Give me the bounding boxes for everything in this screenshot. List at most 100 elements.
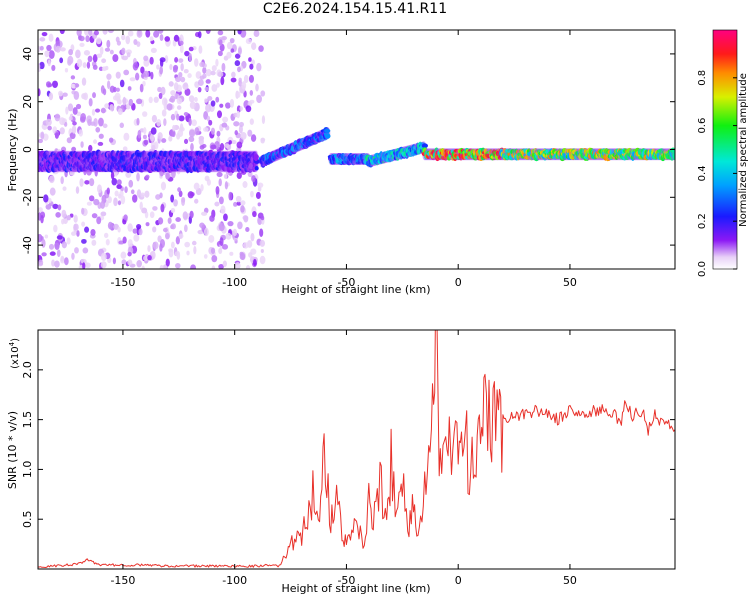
spectrogram-noise-cell bbox=[163, 118, 167, 127]
spectrogram-noise-cell bbox=[123, 69, 130, 76]
spectrogram-noise-cell bbox=[217, 71, 224, 78]
spectrogram-noise-cell bbox=[62, 186, 67, 191]
spectrogram-noise-cell bbox=[210, 247, 216, 254]
spectrogram-noise-cell bbox=[178, 115, 185, 122]
spectrogram-noise-cell bbox=[250, 232, 255, 242]
spectrogram-noise-cell bbox=[253, 259, 257, 266]
spectrogram-noise-cell bbox=[136, 259, 142, 268]
spectrogram-noise-cell bbox=[204, 98, 209, 103]
spectrogram-noise-cell bbox=[86, 61, 91, 69]
spectrogram-noise-cell bbox=[59, 57, 64, 64]
spectrogram-noise-cell bbox=[127, 251, 132, 257]
spectrogram-noise-cell bbox=[76, 58, 83, 68]
spectrogram-noise-cell bbox=[234, 130, 238, 136]
spectrogram-noise-cell bbox=[247, 171, 253, 178]
spectrogram-noise-cell bbox=[70, 83, 76, 89]
spectrogram-noise-cell bbox=[203, 127, 209, 132]
spectrogram-noise-cell bbox=[188, 136, 195, 143]
spectrogram-noise-cell bbox=[165, 172, 170, 180]
spectrogram-noise-cell bbox=[203, 110, 209, 120]
spectrogram-noise-cell bbox=[201, 211, 208, 216]
spectrogram-noise-cell bbox=[242, 215, 249, 221]
spectrogram-noise-cell bbox=[68, 116, 73, 121]
spectrogram-noise-cell bbox=[226, 41, 233, 50]
spectrogram-noise-cell bbox=[133, 234, 140, 242]
spectrogram-noise-cell bbox=[83, 92, 88, 101]
spectrogram-noise-cell bbox=[101, 66, 107, 72]
spectrogram-noise-cell bbox=[164, 36, 171, 42]
spectrogram-band-cell bbox=[324, 128, 331, 133]
spectrogram-noise-cell bbox=[188, 53, 193, 62]
spectrogram-noise-cell bbox=[59, 30, 65, 35]
spectrogram-band-cell bbox=[253, 154, 259, 162]
spectrogram-noise-cell bbox=[132, 228, 138, 234]
spectrogram-noise-cell bbox=[176, 105, 182, 110]
spectrogram-noise-cell bbox=[245, 227, 250, 232]
spectrogram-noise-cell bbox=[61, 209, 67, 219]
spectrogram-noise-cell bbox=[159, 243, 163, 252]
spectrogram-noise-cell bbox=[98, 117, 104, 127]
spectrogram-noise-cell bbox=[152, 206, 158, 211]
spectrogram-noise-cell bbox=[186, 250, 190, 256]
spectrogram-noise-cell bbox=[191, 240, 197, 246]
spectrogram-noise-cell bbox=[248, 74, 254, 83]
spectrogram-noise-cell bbox=[159, 192, 163, 199]
spectrogram-noise-cell bbox=[211, 265, 216, 269]
spectrogram-noise-cell bbox=[129, 77, 136, 82]
spectrogram-y-tick-label: 20 bbox=[21, 95, 34, 109]
spectrogram-noise-cell bbox=[217, 50, 223, 57]
spectrogram-noise-cell bbox=[88, 195, 95, 202]
spectrogram-noise-cell bbox=[54, 113, 61, 122]
spectrogram-noise-cell bbox=[157, 132, 163, 140]
spectrogram-noise-cell bbox=[68, 49, 74, 56]
spectrogram-noise-cell bbox=[236, 141, 243, 149]
spectrogram-noise-cell bbox=[72, 121, 77, 126]
spectrogram-noise-cell bbox=[137, 129, 142, 139]
snr-x-label: Height of straight line (km) bbox=[281, 582, 430, 595]
snr-y-ticks: 0.5 1.0 1.5 2.0 bbox=[21, 361, 675, 528]
spectrogram-noise-cell bbox=[170, 207, 176, 214]
spectrogram-noise-cell bbox=[86, 201, 92, 206]
spectrogram-noise-cell bbox=[107, 221, 113, 230]
spectrogram-noise-cell bbox=[112, 257, 117, 265]
spectrogram-noise-cell bbox=[259, 239, 266, 247]
spectrogram-noise-cell bbox=[231, 71, 236, 78]
spectrogram-noise-cell bbox=[222, 260, 227, 268]
spectrogram-noise-cell bbox=[92, 54, 98, 63]
spectrogram-noise-cell bbox=[74, 247, 79, 254]
spectrogram-noise-cell bbox=[239, 106, 243, 112]
spectrogram-noise-cell bbox=[230, 48, 235, 53]
colorbar-tick-label: 0.4 bbox=[697, 165, 708, 181]
spectrogram-noise-cell bbox=[164, 55, 169, 64]
spectrogram-noise-cell bbox=[220, 205, 226, 215]
spectrogram-noise-cell bbox=[218, 247, 223, 255]
spectrogram-noise-cell bbox=[230, 77, 237, 83]
spectrogram-noise-cell bbox=[234, 60, 241, 67]
spectrogram-noise-cell bbox=[93, 30, 99, 36]
snr-y-tick-label: 1.0 bbox=[21, 461, 34, 479]
spectrogram-panel: -150 -100 -50 0 50 -40 -20 0 20 40 Height of str… bbox=[6, 29, 676, 296]
spectrogram-noise-cell bbox=[245, 105, 252, 113]
spectrogram-noise-cell bbox=[152, 226, 157, 233]
spectrogram-noise-cell bbox=[142, 111, 148, 117]
spectrogram-noise-cell bbox=[144, 190, 150, 198]
spectrogram-noise-cell bbox=[48, 50, 55, 59]
spectrogram-noise-cell bbox=[100, 107, 106, 114]
spectrogram-noise-cell bbox=[64, 68, 69, 73]
spectrogram-noise-cell bbox=[170, 241, 175, 249]
spectrogram-noise-cell bbox=[78, 129, 84, 137]
spectrogram-noise-cell bbox=[71, 231, 77, 236]
spectrogram-noise-cell bbox=[45, 81, 52, 88]
spectrogram-noise-cell bbox=[113, 86, 117, 93]
spectrogram-noise-cell bbox=[141, 207, 148, 214]
spectrogram-noise-cell bbox=[152, 241, 159, 250]
spectrogram-noise-cell bbox=[260, 215, 265, 221]
spectrogram-noise-cell bbox=[247, 129, 253, 137]
spectrogram-noise-cell bbox=[136, 223, 142, 230]
spectrogram-band-cell bbox=[671, 148, 675, 154]
spectrogram-noise-cell bbox=[82, 262, 86, 269]
spectrogram-noise-cell bbox=[88, 98, 93, 107]
spectrogram-noise-cell bbox=[159, 57, 166, 63]
spectrogram-noise-cell bbox=[84, 30, 90, 36]
